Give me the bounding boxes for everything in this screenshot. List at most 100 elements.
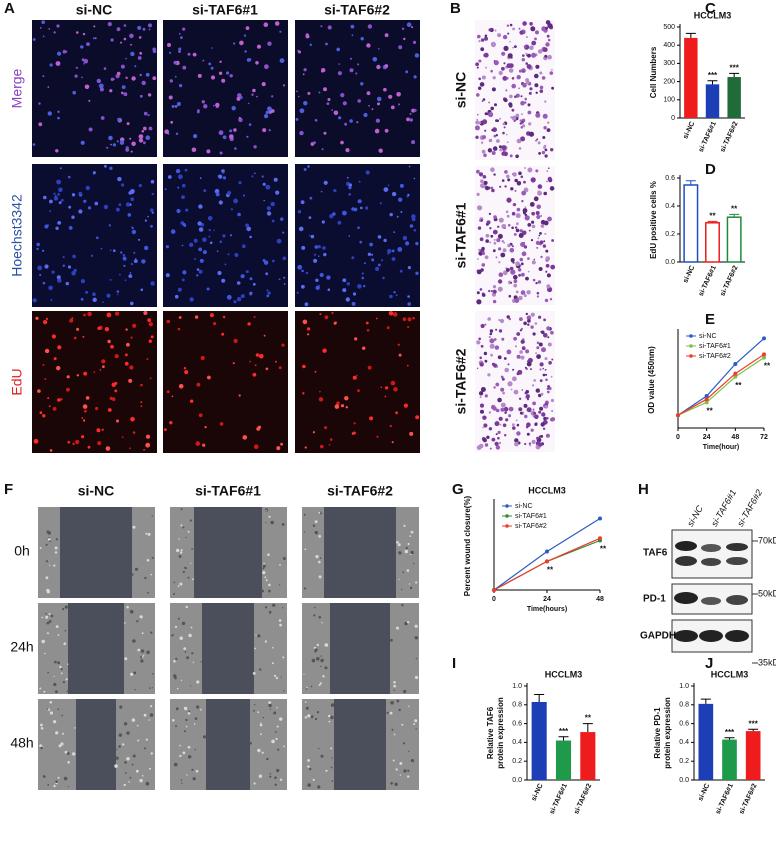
cell <box>505 418 509 422</box>
cell <box>523 403 528 408</box>
cell <box>278 278 281 281</box>
cell <box>200 355 205 361</box>
cell <box>186 656 190 660</box>
cell <box>538 152 541 155</box>
cell <box>512 368 515 371</box>
cell <box>230 208 233 211</box>
cell <box>502 248 507 253</box>
cell <box>109 278 112 281</box>
point <box>762 355 766 360</box>
cell <box>491 87 496 92</box>
cell <box>193 134 198 139</box>
cell <box>478 86 482 90</box>
cell <box>274 783 277 786</box>
cell <box>49 701 53 704</box>
cell <box>123 722 128 726</box>
cell <box>121 436 124 438</box>
cell <box>237 212 241 217</box>
cell <box>266 294 270 298</box>
cell <box>486 220 491 225</box>
cell <box>66 387 70 392</box>
cell <box>329 438 333 441</box>
cell <box>506 133 508 136</box>
cell <box>87 311 92 317</box>
cell <box>520 95 523 98</box>
cell <box>491 404 496 410</box>
cell <box>510 281 513 284</box>
cell <box>38 122 43 127</box>
cell <box>528 91 532 95</box>
cell <box>303 531 306 533</box>
cell <box>407 775 410 778</box>
cell <box>389 424 392 428</box>
cell <box>351 207 355 211</box>
cell <box>498 441 502 445</box>
cell <box>256 95 258 98</box>
cell <box>208 228 211 232</box>
cell <box>378 47 380 50</box>
cell <box>485 66 487 69</box>
cell <box>261 751 264 754</box>
cell <box>318 535 322 538</box>
cell <box>405 546 408 550</box>
cell <box>174 676 177 680</box>
cell <box>218 200 223 205</box>
cell <box>377 235 382 239</box>
wound-gap <box>330 603 390 694</box>
cell <box>133 671 137 675</box>
cell <box>522 211 527 215</box>
row-label: si-NC <box>453 72 469 109</box>
cell <box>80 297 84 301</box>
cell <box>139 94 143 98</box>
cell <box>219 151 223 155</box>
cell <box>48 285 53 291</box>
row-label: Hoechst3342 <box>9 194 25 277</box>
cell <box>90 254 94 257</box>
cell <box>192 578 195 581</box>
cell <box>128 781 130 783</box>
cell <box>533 411 537 415</box>
cell <box>534 322 538 325</box>
cell <box>62 256 65 258</box>
cell <box>527 257 530 260</box>
cell <box>336 401 340 406</box>
y-axis-label: Percent wound closure(%) <box>463 495 472 596</box>
cell <box>515 93 520 98</box>
cell <box>323 131 327 135</box>
cell <box>398 353 402 357</box>
cell <box>307 783 312 787</box>
cell <box>545 433 550 438</box>
cell <box>210 75 216 80</box>
point <box>598 536 602 541</box>
cell <box>150 631 153 634</box>
cell <box>42 281 46 285</box>
cell <box>48 405 51 408</box>
cell <box>351 301 356 306</box>
legend-label: si-TAF6#1 <box>699 343 731 350</box>
cell <box>501 51 506 56</box>
bar <box>705 84 720 118</box>
y-tick-label: 0.4 <box>679 739 689 746</box>
cell <box>539 232 542 235</box>
cell <box>265 184 271 190</box>
cell <box>325 769 328 772</box>
cell <box>530 368 532 371</box>
cell <box>256 44 262 49</box>
cell <box>360 37 364 41</box>
cell <box>504 411 507 414</box>
cell <box>136 724 139 727</box>
cell <box>216 250 219 253</box>
cell <box>521 389 524 391</box>
cell <box>197 73 202 78</box>
cell <box>355 72 358 75</box>
cell <box>531 224 536 229</box>
cell <box>398 45 403 50</box>
cell <box>350 57 352 60</box>
cell <box>375 317 378 320</box>
cell <box>529 45 534 51</box>
cell <box>141 130 145 133</box>
cell <box>318 747 320 750</box>
cell <box>369 416 374 421</box>
cell <box>495 119 498 122</box>
cell <box>494 345 500 350</box>
